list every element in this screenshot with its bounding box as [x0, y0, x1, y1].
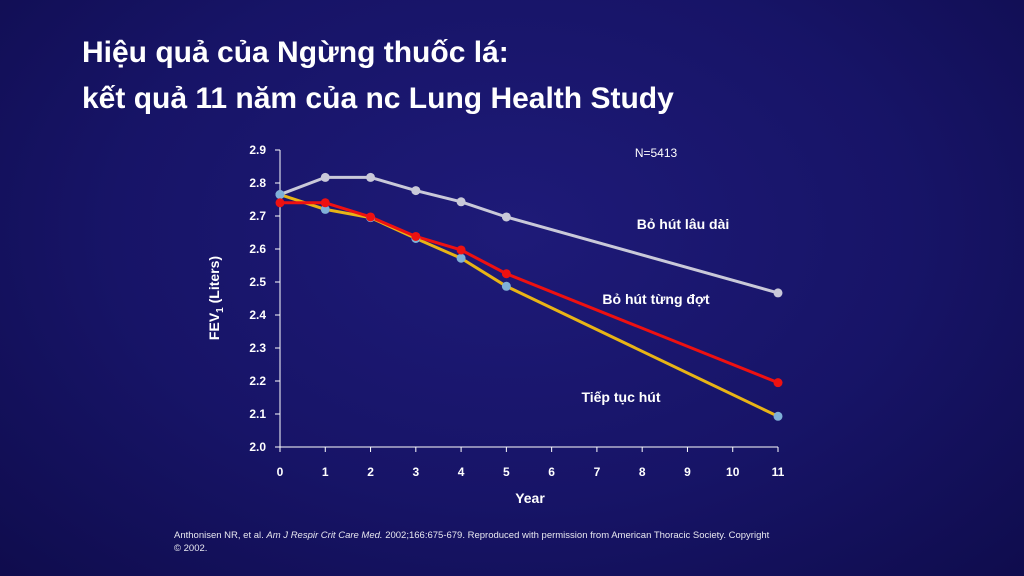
y-tick-label: 2.0 [249, 440, 266, 454]
citation-footnote: Anthonisen NR, et al. Am J Respir Crit C… [174, 529, 774, 555]
slide-title-line2: kết quả 11 năm của nc Lung Health Study [82, 82, 674, 115]
data-point-series-2 [411, 231, 421, 241]
y-axis-label-main: FEV [206, 312, 222, 340]
data-point-series-2 [456, 245, 466, 255]
slide-title: Hiệu quả của Ngừng thuốc lá: kết quả 11 … [82, 30, 674, 122]
y-tick-label: 2.3 [249, 341, 266, 355]
x-tick-label: 10 [726, 465, 740, 479]
data-point-series-1 [456, 253, 466, 263]
x-tick-label: 9 [684, 465, 691, 479]
y-axis-label: FEV1 (Liters) [206, 256, 226, 340]
data-point-series-0 [456, 197, 466, 207]
y-tick-label: 2.7 [249, 209, 266, 223]
y-tick-label: 2.6 [249, 242, 266, 256]
data-point-series-2 [501, 269, 511, 279]
series-label-continued-smoking: Tiếp tục hút [581, 389, 660, 405]
citation-details: 2002;166:675-679. Reproduced with permis… [174, 530, 770, 554]
y-tick-label: 2.4 [249, 308, 266, 322]
data-point-series-1 [501, 281, 511, 291]
y-tick-label: 2.2 [249, 374, 266, 388]
y-tick-label: 2.9 [249, 143, 266, 157]
fev1-line-chart: 2.0 2.1 2.2 2.3 2.4 2.5 2.6 2.7 2.8 2.9 0 1 2 3 4 5 6 7 8 9… [206, 143, 785, 506]
data-point-series-2 [320, 198, 330, 208]
series-line-0 [279, 175, 779, 295]
x-tick-label: 2 [367, 465, 374, 479]
x-tick-label: 4 [458, 465, 465, 479]
x-tick-label: 3 [412, 465, 419, 479]
x-axis-label: Year [515, 490, 545, 506]
y-tick-label: 2.8 [249, 176, 266, 190]
series-label-intermittent-quit: Bỏ hút từng đợt [602, 291, 710, 307]
x-tick-label: 7 [594, 465, 601, 479]
x-tick-label: 5 [503, 465, 510, 479]
citation-journal: Am J Respir Crit Care Med. [266, 530, 383, 541]
x-tick-label: 6 [548, 465, 555, 479]
citation-authors: Anthonisen NR, et al. [174, 530, 267, 541]
data-point-series-0 [501, 212, 511, 222]
data-point-series-1 [320, 204, 330, 214]
y-axis-label-unit: (Liters) [206, 256, 222, 307]
series-label-quit-long-term: Bỏ hút lâu dài [637, 216, 730, 232]
data-point-series-0 [366, 172, 376, 182]
data-point-series-1 [773, 411, 783, 421]
y-tick-label: 2.1 [249, 407, 266, 421]
data-point-series-2 [773, 378, 783, 388]
data-point-series-2 [366, 212, 376, 222]
data-point-series-1 [275, 190, 285, 200]
x-tick-label: 8 [639, 465, 646, 479]
data-point-series-0 [773, 288, 783, 298]
data-point-series-2 [275, 198, 285, 208]
x-tick-label: 11 [772, 465, 785, 479]
x-tick-label: 0 [277, 465, 284, 479]
slide-title-line1: Hiệu quả của Ngừng thuốc lá: [82, 36, 509, 69]
y-tick-label: 2.5 [249, 275, 266, 289]
y-axis-label-subscript: 1 [215, 307, 226, 313]
data-point-series-0 [320, 172, 330, 182]
data-point-series-0 [411, 186, 421, 196]
sample-size-annotation: N=5413 [635, 146, 678, 160]
x-tick-label: 1 [322, 465, 329, 479]
